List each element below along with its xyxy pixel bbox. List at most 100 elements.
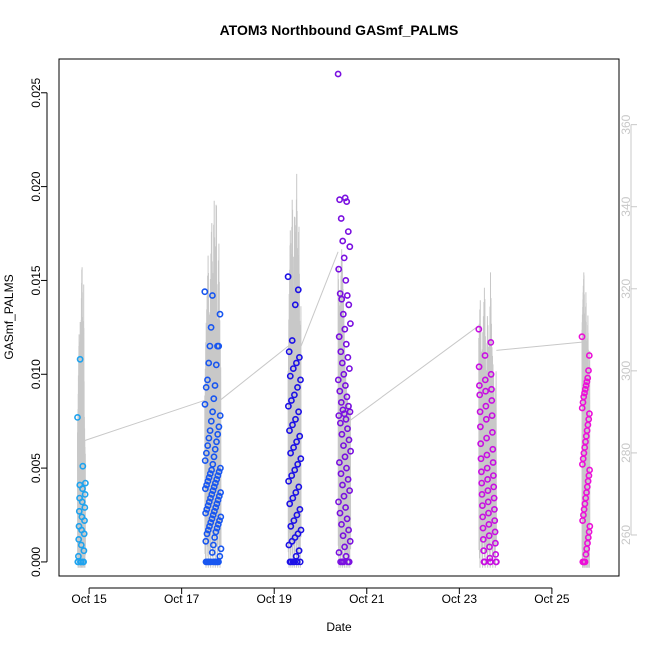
point-flight-5 bbox=[492, 551, 500, 558]
point-flight-4 bbox=[336, 387, 344, 395]
point-flight-2 bbox=[216, 517, 223, 524]
secondary-series bbox=[77, 173, 591, 568]
point-flight-4 bbox=[344, 353, 352, 361]
point-flight-2 bbox=[202, 558, 210, 566]
point-flight-2 bbox=[210, 453, 218, 461]
point-flight-5 bbox=[482, 387, 489, 395]
point-flight-2 bbox=[211, 445, 219, 453]
point-flight-5 bbox=[484, 487, 492, 494]
point-flight-1 bbox=[82, 479, 89, 487]
point-flight-2 bbox=[201, 400, 209, 408]
point-flight-3 bbox=[297, 455, 305, 463]
point-flight-4 bbox=[335, 265, 343, 273]
point-flight-4 bbox=[341, 543, 348, 551]
point-flight-5 bbox=[492, 558, 500, 566]
point-flight-1 bbox=[77, 541, 85, 549]
point-flight-2 bbox=[212, 361, 220, 369]
y-axis: 0.000 0.005 0.010 0.015 0.020 0.025 bbox=[29, 77, 48, 577]
point-flight-6 bbox=[578, 333, 586, 341]
point-flight-5 bbox=[491, 517, 499, 524]
point-flight-3 bbox=[293, 558, 301, 566]
point-flight-4 bbox=[337, 215, 345, 222]
point-flight-1 bbox=[80, 530, 88, 538]
point-flight-5 bbox=[488, 385, 495, 393]
point-flight-4 bbox=[335, 498, 342, 506]
point-flight-2 bbox=[214, 472, 222, 479]
point-flight-3 bbox=[288, 472, 296, 479]
y-tick-label: 0.000 bbox=[29, 547, 43, 577]
point-flight-4 bbox=[345, 526, 352, 534]
point-flight-4 bbox=[336, 509, 344, 517]
point-flight-4 bbox=[343, 393, 351, 401]
x-tick-label: Oct 23 bbox=[442, 592, 478, 606]
point-flight-4 bbox=[346, 537, 354, 545]
point-flight-4 bbox=[345, 558, 353, 566]
point-flight-5 bbox=[485, 521, 493, 528]
point-flight-2 bbox=[208, 292, 216, 299]
point-flight-6 bbox=[583, 378, 591, 386]
point-flight-4 bbox=[339, 532, 347, 540]
point-flight-6 bbox=[579, 517, 586, 524]
point-flight-4 bbox=[340, 442, 347, 449]
point-flight-2 bbox=[214, 521, 222, 528]
point-flight-3 bbox=[296, 432, 304, 440]
point-flight-3 bbox=[285, 477, 292, 485]
point-flight-2 bbox=[212, 504, 220, 511]
point-flight-2 bbox=[204, 376, 211, 384]
point-flight-4 bbox=[340, 492, 348, 500]
point-flight-1 bbox=[81, 517, 88, 524]
point-flight-3 bbox=[284, 273, 292, 281]
point-flight-3 bbox=[289, 421, 296, 429]
point-flight-5 bbox=[477, 440, 485, 448]
point-flight-4 bbox=[342, 415, 350, 423]
x-axis: Oct 15 Oct 17 Oct 19 Oct 21 Oct 23 Oct 25 bbox=[71, 587, 570, 606]
point-flight-3 bbox=[297, 376, 304, 384]
point-flight-2 bbox=[217, 513, 225, 521]
point-flight-5 bbox=[489, 472, 497, 479]
point-flight-5 bbox=[490, 505, 498, 513]
point-flight-5 bbox=[475, 325, 483, 333]
point-flight-3 bbox=[294, 460, 302, 468]
point-flight-2 bbox=[214, 496, 222, 504]
point-flight-5 bbox=[481, 352, 489, 359]
point-flight-2 bbox=[203, 505, 211, 513]
point-flight-5 bbox=[489, 445, 497, 453]
secondary-connector-4 bbox=[496, 341, 583, 351]
point-flight-3 bbox=[291, 301, 299, 309]
point-flight-4 bbox=[338, 521, 345, 528]
secondary-trace-flight-1 bbox=[77, 267, 86, 568]
point-flight-2 bbox=[208, 549, 216, 556]
point-flight-2 bbox=[209, 408, 216, 416]
point-flight-5 bbox=[491, 528, 499, 536]
point-flight-3 bbox=[285, 348, 293, 356]
y2-axis: 260 280 300 320 340 360 bbox=[619, 114, 637, 545]
point-flight-2 bbox=[211, 382, 219, 389]
point-flight-2 bbox=[202, 537, 210, 545]
point-flight-4 bbox=[345, 402, 352, 410]
point-flight-3 bbox=[291, 466, 299, 474]
secondary-connector-3 bbox=[350, 325, 480, 421]
point-flight-5 bbox=[476, 408, 484, 416]
point-flight-5 bbox=[479, 513, 487, 521]
point-flight-2 bbox=[204, 477, 212, 485]
point-flight-2 bbox=[203, 481, 210, 489]
y-tick-label: 0.015 bbox=[29, 265, 43, 295]
point-flight-2 bbox=[205, 434, 213, 442]
point-flight-1 bbox=[81, 504, 89, 511]
point-flight-4 bbox=[342, 552, 350, 560]
point-flight-3 bbox=[287, 522, 295, 530]
point-flight-6 bbox=[582, 382, 590, 389]
point-flight-5 bbox=[482, 402, 490, 410]
point-flight-5 bbox=[488, 428, 496, 436]
point-flight-3 bbox=[292, 415, 299, 423]
point-flight-1 bbox=[79, 558, 87, 566]
point-flight-5 bbox=[475, 382, 483, 389]
point-flight-5 bbox=[487, 370, 495, 378]
x-tick-label: Oct 19 bbox=[257, 592, 293, 606]
point-flight-4 bbox=[346, 320, 354, 327]
point-flight-4 bbox=[339, 310, 347, 318]
x-tick-label: Oct 21 bbox=[349, 592, 385, 606]
point-flight-2 bbox=[210, 483, 218, 491]
point-flight-6 bbox=[584, 374, 592, 382]
point-flight-1 bbox=[79, 485, 86, 493]
